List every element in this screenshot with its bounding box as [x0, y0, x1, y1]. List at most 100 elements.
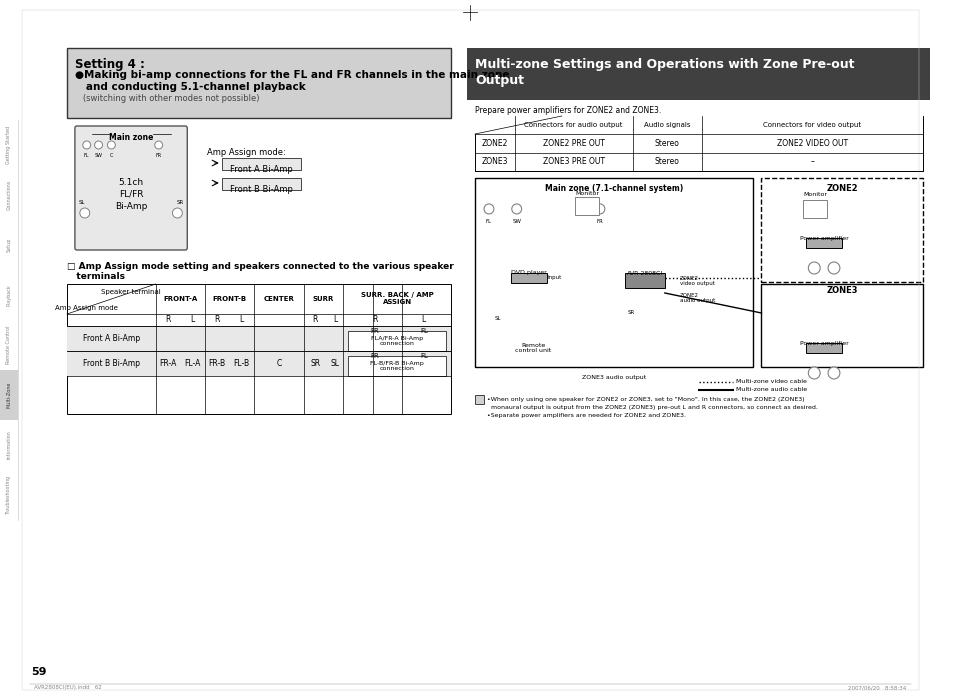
Bar [575, 197, 598, 215]
Text: ZONE3: ZONE3 [481, 157, 508, 166]
Text: Remote Control: Remote Control [7, 326, 11, 364]
Text: Remote
control unit: Remote control unit [515, 343, 551, 353]
Text: Input: Input [547, 276, 561, 281]
FancyBboxPatch shape [75, 126, 187, 250]
Text: FR: FR [370, 353, 378, 359]
Text: Multi-zone audio cable: Multi-zone audio cable [736, 387, 806, 392]
Text: ZONE3: ZONE3 [825, 285, 857, 295]
Text: ZONE2
audio output: ZONE2 audio output [679, 292, 714, 304]
Text: CENTER: CENTER [263, 296, 294, 302]
Circle shape [94, 141, 102, 149]
Text: ZONE2
video output: ZONE2 video output [679, 276, 714, 286]
Text: L: L [239, 315, 243, 325]
Text: SW: SW [512, 219, 520, 224]
Text: Setup: Setup [7, 238, 11, 252]
Text: Front A Bi-Amp: Front A Bi-Amp [83, 334, 140, 343]
Text: Information: Information [7, 431, 11, 459]
Bar [67, 284, 451, 414]
Text: FL: FL [485, 219, 492, 224]
Text: SR: SR [176, 200, 184, 205]
Text: Audio signals: Audio signals [643, 122, 690, 128]
Bar [0, 370, 18, 420]
Text: ZONE2: ZONE2 [825, 184, 857, 193]
Text: 5.1ch
FL/FR
Bi-Amp: 5.1ch FL/FR Bi-Amp [114, 178, 147, 211]
Text: Playback: Playback [7, 284, 11, 306]
Text: FR: FR [370, 328, 378, 334]
Bar [467, 48, 929, 100]
Text: ZONE2: ZONE2 [481, 139, 507, 148]
Text: Amp Assign mode: Amp Assign mode [55, 305, 118, 311]
Circle shape [80, 208, 90, 218]
Text: •When only using one speaker for ZONE2 or ZONE3, set to "Mono". In this case, th: •When only using one speaker for ZONE2 o… [486, 396, 803, 401]
Text: Multi-zone video cable: Multi-zone video cable [736, 379, 806, 384]
Text: AVR-2808CI: AVR-2808CI [626, 271, 662, 276]
Circle shape [807, 262, 820, 274]
Text: Main zone (7.1-channel system): Main zone (7.1-channel system) [544, 184, 682, 193]
Bar [475, 116, 922, 134]
Text: Setting 4 :: Setting 4 : [75, 58, 145, 71]
Text: C: C [110, 153, 113, 158]
Circle shape [172, 208, 182, 218]
Text: FL-B: FL-B [233, 359, 250, 368]
Text: and conducting 5.1-channel playback: and conducting 5.1-channel playback [75, 82, 305, 92]
Text: Front B Bi-Amp: Front B Bi-Amp [230, 185, 293, 194]
Bar [221, 178, 300, 190]
Text: FR: FR [155, 153, 162, 158]
Text: SL: SL [78, 200, 85, 205]
Text: FL: FL [419, 353, 427, 359]
Text: monaural output is output from the ZONE2 (ZONE3) pre-out L and R connectors, so : monaural output is output from the ZONE2… [486, 405, 817, 410]
Circle shape [511, 204, 521, 214]
Text: FR: FR [596, 219, 602, 224]
Bar [760, 283, 922, 366]
Bar [67, 48, 451, 118]
Bar [805, 238, 841, 248]
Bar [221, 158, 300, 170]
Text: Monitor: Monitor [575, 191, 598, 196]
Text: FLA/FR-A Bi-Amp
connection: FLA/FR-A Bi-Amp connection [371, 336, 423, 346]
Text: SL: SL [494, 315, 500, 320]
Text: ZONE3 PRE OUT: ZONE3 PRE OUT [542, 157, 604, 166]
Text: FR-A: FR-A [159, 359, 176, 368]
Circle shape [83, 141, 91, 149]
Text: Connectors for video output: Connectors for video output [762, 122, 861, 128]
Text: •Separate power amplifiers are needed for ZONE2 and ZONE3.: •Separate power amplifiers are needed fo… [486, 413, 685, 417]
Text: FRONT-B: FRONT-B [213, 296, 247, 302]
Bar [475, 116, 922, 171]
Text: SR: SR [627, 311, 635, 315]
Text: FL-A: FL-A [184, 359, 200, 368]
Text: ZONE3 audio output: ZONE3 audio output [581, 375, 645, 380]
Circle shape [827, 367, 839, 379]
Text: Front B Bi-Amp: Front B Bi-Amp [83, 359, 140, 368]
Bar [511, 273, 546, 283]
Text: SW: SW [94, 153, 103, 158]
Text: R: R [313, 315, 317, 325]
Text: Power amplifier: Power amplifier [799, 341, 847, 346]
Circle shape [108, 141, 115, 149]
Circle shape [154, 141, 162, 149]
Text: (switching with other modes not possible): (switching with other modes not possible… [75, 94, 259, 103]
Text: Multi-Zone: Multi-Zone [7, 382, 11, 408]
Text: ZONE2 VIDEO OUT: ZONE2 VIDEO OUT [776, 139, 847, 148]
Text: FRONT-A: FRONT-A [163, 296, 197, 302]
Text: FL: FL [419, 328, 427, 334]
Text: terminals: terminals [67, 272, 125, 281]
Text: Stereo: Stereo [654, 157, 679, 166]
Circle shape [483, 204, 494, 214]
Bar [348, 331, 446, 351]
Bar [625, 273, 664, 288]
Bar [475, 394, 483, 403]
Text: AVR2808CI(EU).indd   62: AVR2808CI(EU).indd 62 [34, 685, 102, 690]
Text: R: R [213, 315, 219, 325]
Text: L: L [421, 315, 425, 325]
Bar [348, 356, 446, 376]
Text: FL-B/FR-B Bi-Amp
connection: FL-B/FR-B Bi-Amp connection [370, 361, 424, 371]
Text: Output: Output [475, 74, 523, 87]
Text: □ Amp Assign mode setting and speakers connected to the various speaker: □ Amp Assign mode setting and speakers c… [67, 262, 454, 271]
Text: ●Making bi-amp connections for the FL and FR channels in the main zone: ●Making bi-amp connections for the FL an… [75, 70, 509, 80]
Text: Connections: Connections [7, 180, 11, 210]
Text: R: R [165, 315, 170, 325]
Text: R: R [372, 315, 376, 325]
Text: Multi-zone Settings and Operations with Zone Pre-out: Multi-zone Settings and Operations with … [475, 58, 854, 71]
Text: Stereo: Stereo [654, 139, 679, 148]
Bar [67, 351, 451, 376]
